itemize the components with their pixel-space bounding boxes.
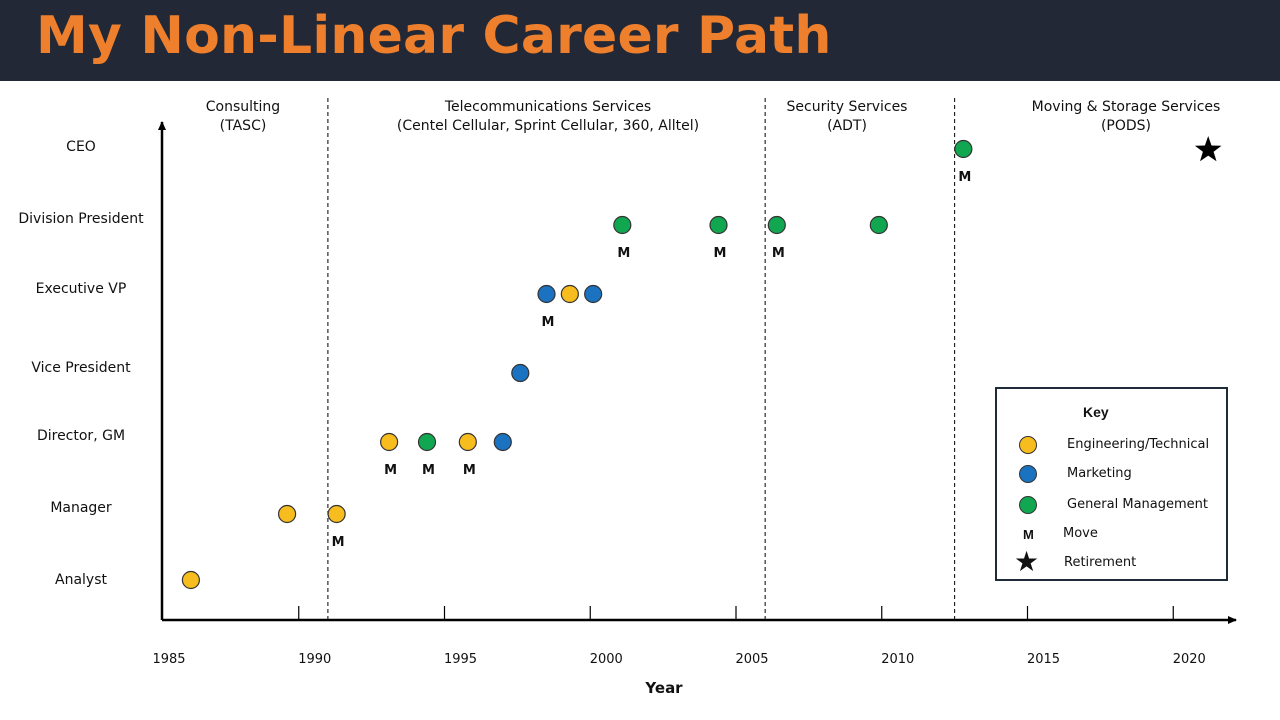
era-label: Consulting [206, 99, 280, 115]
x-tick-label: 2010 [881, 652, 914, 667]
legend-label: Engineering/Technical [1067, 437, 1210, 452]
legend-box: Key Engineering/Technical Marketing Gene… [995, 387, 1228, 581]
era-sublabel: (TASC) [220, 118, 267, 134]
data-point [458, 432, 477, 452]
legend-engineering-swatch [1019, 436, 1037, 454]
move-marker: M [714, 246, 727, 261]
legend-item-retirement: ★ Retirement [997, 546, 1226, 577]
legend-move-marker: M [1023, 527, 1034, 542]
x-tick-label: 1995 [444, 652, 477, 667]
era-label: Moving & Storage Services [1032, 99, 1221, 115]
data-point [493, 432, 512, 452]
y-category-label: Vice President [31, 360, 131, 376]
data-point [767, 215, 786, 235]
move-marker: M [617, 246, 630, 261]
move-marker: M [772, 246, 785, 261]
legend-general-management-swatch [1019, 496, 1037, 514]
move-marker: M [463, 463, 476, 478]
legend-item-marketing: Marketing [997, 462, 1226, 486]
y-category-label: Executive VP [36, 281, 127, 297]
x-tick-label: 2020 [1173, 652, 1206, 667]
legend-item-engineering: Engineering/Technical [997, 433, 1226, 457]
move-marker: M [542, 315, 555, 330]
x-tick-label: 2000 [590, 652, 623, 667]
data-point [181, 570, 200, 590]
legend-label: General Management [1067, 497, 1209, 512]
data-point [954, 139, 973, 159]
data-point [277, 504, 297, 524]
legend-item-general-management: General Management [997, 493, 1226, 517]
x-axis-label: Year [644, 679, 683, 697]
data-point [537, 284, 556, 304]
data-point [327, 504, 346, 524]
legend-label: Retirement [1064, 555, 1137, 570]
x-tick-label: 1985 [152, 652, 185, 667]
era-sublabel: (Centel Cellular, Sprint Cellular, 360, … [397, 118, 699, 134]
legend-item-move: M Move [997, 522, 1226, 546]
legend-title: Key [1083, 404, 1109, 420]
legend-marketing-swatch [1019, 465, 1037, 483]
data-point [380, 432, 399, 452]
y-category-label: Manager [50, 500, 112, 516]
era-label: Telecommunications Services [444, 99, 651, 115]
era-sublabel: (ADT) [827, 118, 867, 134]
x-tick-label: 1990 [298, 652, 331, 667]
retirement-star-icon [1194, 136, 1222, 162]
legend-label: Marketing [1067, 466, 1132, 481]
y-category-label: Analyst [55, 572, 107, 588]
legend-label: Move [1063, 526, 1098, 541]
y-category-label: CEO [66, 139, 96, 155]
x-tick-label: 2005 [735, 652, 768, 667]
data-point [417, 432, 437, 452]
move-marker: M [958, 170, 971, 185]
data-point [584, 284, 603, 304]
data-point [709, 215, 728, 235]
title-bar: My Non-Linear Career Path [0, 0, 1280, 81]
move-marker: M [384, 463, 397, 478]
data-point [560, 284, 579, 304]
move-marker: M [332, 535, 345, 550]
data-point [613, 215, 632, 235]
data-point [869, 215, 888, 235]
y-category-label: Division President [18, 211, 144, 227]
page-title: My Non-Linear Career Path [36, 6, 832, 66]
era-label: Security Services [787, 99, 908, 115]
x-tick-label: 2015 [1027, 652, 1060, 667]
era-sublabel: (PODS) [1101, 118, 1151, 134]
data-point [511, 363, 530, 383]
move-marker: M [422, 463, 435, 478]
star-icon: ★ [1014, 546, 1040, 577]
y-category-label: Director, GM [37, 428, 125, 444]
